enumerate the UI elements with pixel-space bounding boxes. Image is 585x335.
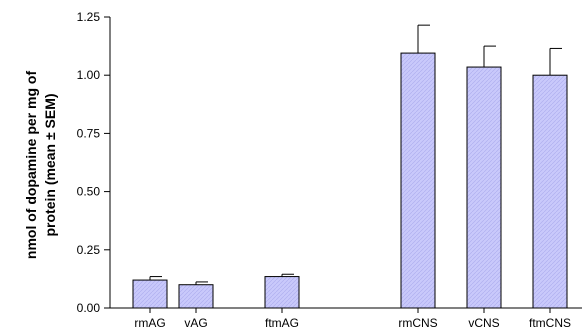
y-ticks: 0.00 0.25 0.50 0.75 1.00 1.25 xyxy=(77,10,110,315)
bar-rmCNS xyxy=(400,52,436,309)
x-tick-label: rmAG xyxy=(134,316,165,330)
bar-ftmAG xyxy=(264,276,300,309)
y-tick-label: 0.75 xyxy=(77,126,101,140)
x-tick-label: vCNS xyxy=(468,316,499,330)
bar-vCNS xyxy=(466,66,502,309)
y-axis-title: nmol of dopamine per mg of protein (mean… xyxy=(23,71,58,260)
bar-ftmCNS xyxy=(532,74,568,309)
x-tick-label: vAG xyxy=(184,316,207,330)
y-tick-label: 1.00 xyxy=(77,68,101,82)
y-tick-label: 0.00 xyxy=(77,301,101,315)
y-axis-title-line-2: protein (mean ± SEM) xyxy=(42,93,58,236)
x-tick-label: ftmCNS xyxy=(529,316,571,330)
x-tick-label: ftmAG xyxy=(265,316,299,330)
y-axis-title-line-1: nmol of dopamine per mg of xyxy=(23,71,39,260)
y-tick-label: 0.50 xyxy=(77,185,101,199)
bar-vAG xyxy=(178,284,214,309)
y-tick-label: 1.25 xyxy=(77,10,101,24)
x-tick-labels: rmAG vAG ftmAG rmCNS vCNS ftmCNS xyxy=(134,308,571,330)
x-tick-label: rmCNS xyxy=(398,316,437,330)
bars xyxy=(132,24,568,309)
y-tick-label: 0.25 xyxy=(77,243,101,257)
bar-rmAG xyxy=(132,279,168,309)
